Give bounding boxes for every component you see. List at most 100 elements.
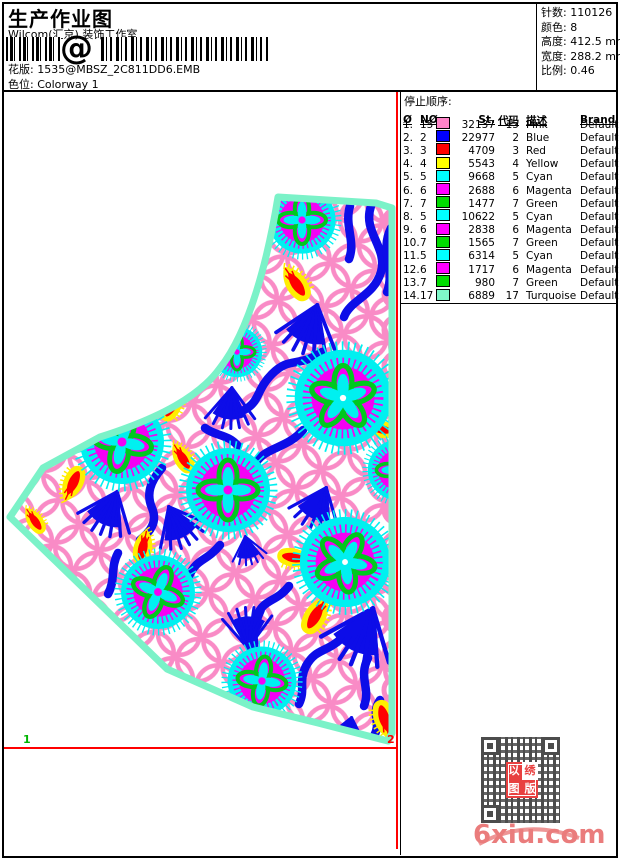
row-brand: Default xyxy=(580,224,619,237)
info-value: 288.2 mm xyxy=(570,49,620,63)
row-swatch-cell xyxy=(436,209,455,224)
registration-line-horizontal xyxy=(4,747,398,749)
info-label: 宽度: xyxy=(541,49,567,63)
row-needle: 2 xyxy=(420,131,427,144)
table-row: 2. 2 22977 2 Blue Default xyxy=(403,130,619,144)
table-row: 14. 17 6889 17 Turquoise Default xyxy=(403,288,618,304)
row-index: 9. xyxy=(403,224,414,237)
page-title: 生产作业图 xyxy=(8,7,113,31)
row-code: 17 xyxy=(505,290,519,303)
color-swatch xyxy=(436,130,450,143)
qr-finder-icon xyxy=(542,737,560,755)
info-row: 比例: 0.46 xyxy=(541,64,620,79)
row-needle: 7 xyxy=(420,276,427,289)
info-value: 412.5 mm xyxy=(570,35,620,48)
info-label: 高度: xyxy=(541,35,567,48)
row-index: 13. xyxy=(403,276,420,289)
row-code: 4 xyxy=(512,158,519,171)
color-swatch xyxy=(436,288,450,301)
row-description: Blue xyxy=(526,131,550,144)
row-description: Magenta xyxy=(526,263,572,276)
row-code: 7 xyxy=(512,276,519,289)
barcode-right xyxy=(101,37,268,61)
garment-outline xyxy=(6,193,396,745)
row-swatch-cell xyxy=(436,262,455,277)
row-needle: 7 xyxy=(420,237,427,250)
color-swatch xyxy=(436,235,450,248)
row-code: 7 xyxy=(512,197,519,210)
col-needle: NØ xyxy=(420,114,438,126)
info-label: 颜色: xyxy=(541,20,567,34)
row-stitches: 980 xyxy=(474,276,495,289)
row-index: 2. xyxy=(403,131,414,144)
color-swatch xyxy=(436,248,450,261)
row-stitches: 5543 xyxy=(468,158,495,171)
row-swatch-cell xyxy=(436,275,455,290)
row-index: 7. xyxy=(403,197,414,210)
row-brand: Default xyxy=(580,171,619,184)
header-divider-vertical xyxy=(536,4,537,90)
table-left-border xyxy=(400,92,401,855)
row-brand: Default xyxy=(580,263,619,276)
row-description: Red xyxy=(526,144,546,157)
qr-finder-icon xyxy=(481,737,499,755)
row-stitches: 1477 xyxy=(468,197,495,210)
row-brand: Default xyxy=(580,158,619,171)
qr-code: 以 绣 图 版 xyxy=(481,737,560,823)
pattern-label: 花版: xyxy=(8,63,34,76)
row-index: 8. xyxy=(403,210,414,223)
row-description: Turquoise xyxy=(526,290,577,303)
row-swatch-cell xyxy=(436,117,455,132)
design-info-panel: 针数: 110126 颜色: 8 高度: 412.5 mm 宽度: 288.2 … xyxy=(541,6,620,79)
pattern-line: 花版: 1535@MBSZ_2C811DD6.EMB xyxy=(8,61,200,77)
row-needle: 7 xyxy=(420,197,427,210)
stamp-char: 版 xyxy=(524,782,536,795)
barcode-left xyxy=(6,37,61,61)
row-swatch-cell xyxy=(436,156,455,172)
color-swatch xyxy=(436,222,450,235)
color-swatch xyxy=(436,183,450,196)
row-code: 6 xyxy=(512,184,519,197)
info-row: 颜色: 8 xyxy=(541,21,620,36)
stamp-char: 以 xyxy=(508,764,520,777)
row-index: 12. xyxy=(403,263,420,276)
col-stitches: St. xyxy=(478,114,495,126)
row-description: Pink xyxy=(526,118,548,131)
info-row: 高度: 412.5 mm xyxy=(541,35,620,50)
info-value: 110126 xyxy=(570,6,613,19)
col-description: 描述 xyxy=(526,114,547,127)
row-index: 14. xyxy=(403,290,420,303)
row-needle: 4 xyxy=(420,158,427,171)
info-row: 针数: 110126 xyxy=(541,6,620,21)
color-swatch xyxy=(436,143,450,156)
info-label: 比例: xyxy=(541,64,567,77)
row-swatch-cell xyxy=(436,196,455,211)
row-needle: 6 xyxy=(420,184,427,197)
table-row: 9. 6 2838 6 Magenta Default xyxy=(403,222,619,237)
info-row: 宽度: 288.2 mm xyxy=(541,50,620,65)
row-description: Yellow xyxy=(526,158,559,171)
qr-finder-icon xyxy=(481,805,499,823)
info-label: 针数: xyxy=(541,6,567,19)
row-needle: 5 xyxy=(420,171,427,184)
row-swatch-cell xyxy=(436,288,455,304)
row-description: Magenta xyxy=(526,224,572,237)
row-stitches: 6314 xyxy=(468,250,495,263)
row-index: 5. xyxy=(403,171,414,184)
row-brand: Default xyxy=(580,131,619,144)
table-row: 1. 15 32137 15 Pink Default xyxy=(403,117,618,132)
stamp-char: 绣 xyxy=(522,762,538,780)
row-description: Green xyxy=(526,197,558,210)
row-needle: 5 xyxy=(420,250,427,263)
row-stitches: 2838 xyxy=(468,224,495,237)
table-row: 4. 4 5543 4 Yellow Default xyxy=(403,156,619,172)
row-index: 1. xyxy=(403,118,414,131)
table-bottom-border xyxy=(400,303,617,304)
color-swatch xyxy=(436,262,450,275)
row-stitches: 6889 xyxy=(468,290,495,303)
color-swatch xyxy=(436,275,450,288)
row-needle: 5 xyxy=(420,210,427,223)
